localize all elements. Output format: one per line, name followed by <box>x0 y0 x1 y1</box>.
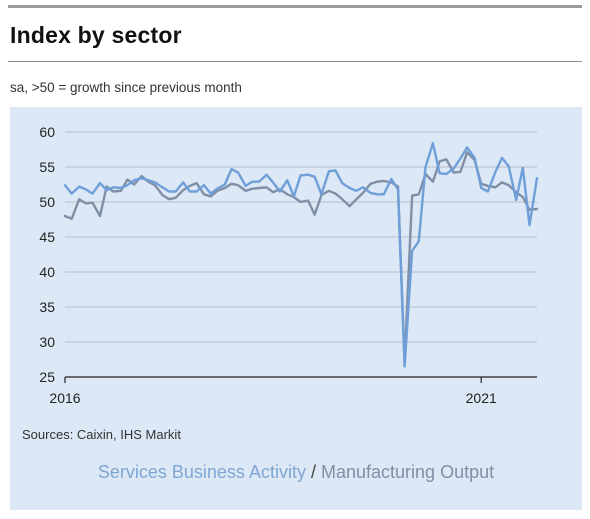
y-tick-label: 35 <box>39 299 55 315</box>
y-tick-label: 40 <box>39 264 55 280</box>
title-divider <box>8 61 582 62</box>
x-tick-label: 2016 <box>49 390 80 406</box>
chart-subtitle: sa, >50 = growth since previous month <box>10 80 242 95</box>
series-line-services <box>63 142 539 368</box>
legend-manufacturing: Manufacturing Output <box>321 462 495 482</box>
legend-services: Services Business Activity <box>97 462 306 482</box>
y-tick-label: 30 <box>39 334 55 350</box>
y-tick-label: 60 <box>39 124 55 140</box>
chart-panel: 25 30 35 40 45 50 55 60 2016 2021 Sources: Caixin… <box>10 107 582 510</box>
y-tick-label: 45 <box>39 229 55 245</box>
line-chart: 25 30 35 40 45 50 55 60 2016 2021 <box>39 124 539 406</box>
y-tick-label: 50 <box>39 194 55 210</box>
source-note: Sources: Caixin, IHS Markit <box>22 427 181 442</box>
legend-separator: / <box>310 462 316 482</box>
top-rule <box>8 5 582 8</box>
y-tick-label: 55 <box>39 159 55 175</box>
legend: Services Business Activity / Manufacturi… <box>10 462 582 483</box>
series-line-manufacturing <box>63 151 539 365</box>
y-tick-label: 25 <box>39 369 55 385</box>
x-tick-label: 2021 <box>466 390 497 406</box>
chart-title: Index by sector <box>10 22 182 48</box>
